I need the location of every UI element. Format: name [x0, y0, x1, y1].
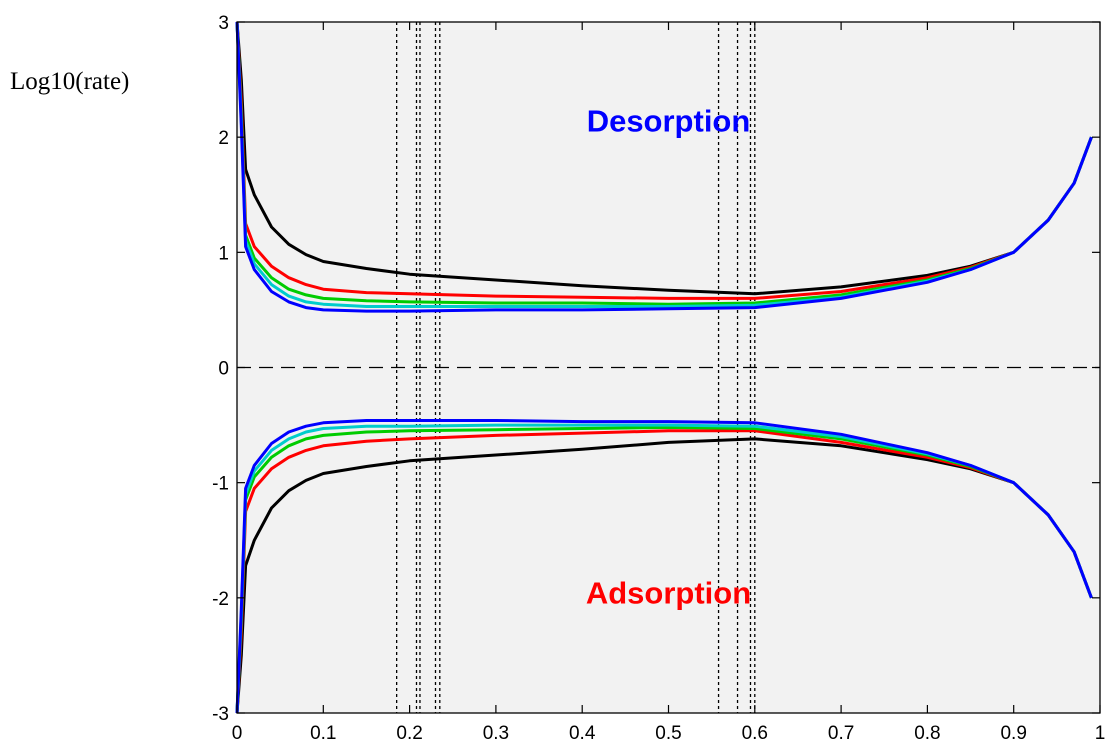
x-tick-label: 0.8 — [914, 723, 940, 744]
reference-lines — [237, 22, 1100, 713]
y-tick-label: -1 — [212, 474, 229, 495]
x-tick-label: 0.7 — [828, 723, 854, 744]
x-tick-label: 1 — [1095, 723, 1106, 744]
y-tick-label: -2 — [212, 589, 229, 610]
y-tick-label: 3 — [218, 13, 229, 34]
adsorption-series-line-9 — [235, 419, 1093, 714]
x-tick-label: 0.5 — [655, 723, 681, 744]
x-tick-label: 0.1 — [310, 723, 336, 744]
x-tick-label: 0.4 — [569, 723, 596, 744]
y-tick-label: 0 — [218, 359, 229, 380]
annotation-1: Adsorption — [586, 576, 751, 611]
annotation-0: Desorption — [587, 103, 751, 138]
desorption-series-line-4 — [235, 21, 1093, 313]
y-axis-label: Log10(rate) — [10, 68, 130, 95]
y-tick-label: -3 — [212, 704, 229, 725]
x-tick-label: 0.9 — [1000, 723, 1026, 744]
x-tick-label: 0 — [232, 723, 243, 744]
x-tick-label: 0.2 — [396, 723, 422, 744]
series-lines — [235, 21, 1093, 714]
y-tick-label: 1 — [218, 243, 229, 264]
x-tick-label: 0.3 — [483, 723, 509, 744]
axes: 0 0.1 0.2 0.3 0.4 0.5 0.6 0.7 0.8 0.9 1 -3 -2 -1 0 1 2 3 — [212, 13, 1105, 744]
annotations: Desorption Adsorption — [586, 103, 751, 610]
x-tick-label: 0.6 — [742, 723, 768, 744]
y-tick-label: 2 — [218, 128, 229, 149]
